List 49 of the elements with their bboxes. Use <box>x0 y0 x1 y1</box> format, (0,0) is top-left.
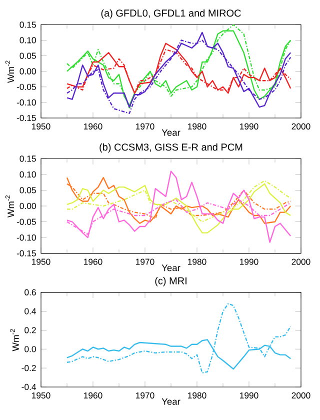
x-tick-label: 1980 <box>188 123 206 130</box>
x-tick-label: 1980 <box>188 258 206 265</box>
x-tick-label: 1990 <box>240 258 258 265</box>
y-tick-label: -0.4 <box>22 384 36 390</box>
y-tick-label: 0.05 <box>20 187 36 194</box>
x-axis-title: Year <box>162 129 180 136</box>
x-tick-label: 1950 <box>32 392 50 399</box>
y-tick-label: 0.15 <box>20 156 36 162</box>
y-tick-label: 0.00 <box>20 202 36 210</box>
line-series <box>66 303 292 374</box>
chart-title: (c) MRI <box>155 276 186 286</box>
y-tick-label: -0.15 <box>16 250 36 256</box>
y-tick-label: -0.2 <box>22 365 36 372</box>
x-tick-label: 1990 <box>240 392 258 399</box>
x-tick-label: 2000 <box>292 392 310 399</box>
y-tick-label: 0.10 <box>20 37 36 44</box>
x-axis-title: Year <box>162 264 180 272</box>
x-tick-label: 1970 <box>136 258 154 265</box>
y-tick-label: -0.05 <box>16 84 36 90</box>
y-tick-label: 0.00 <box>20 68 36 74</box>
x-tick-label: 1990 <box>240 123 258 130</box>
chart-title: (b) CCSM3, GISS E-R and PCM <box>100 143 242 153</box>
x-axis-title: Year <box>162 398 180 405</box>
x-tick-label: 2000 <box>292 258 310 265</box>
x-tick-label: 1970 <box>136 392 154 399</box>
y-tick-label: 0.05 <box>20 52 36 59</box>
line-series <box>66 183 292 234</box>
x-tick-label: 1960 <box>84 392 102 399</box>
y-tick-label: -0.05 <box>16 218 36 225</box>
y-tick-label: 0.0 <box>24 346 36 352</box>
x-tick-label: 1960 <box>84 258 102 265</box>
x-tick-label: 1950 <box>32 258 50 265</box>
y-tick-label: 0.10 <box>20 171 36 178</box>
x-tick-label: 2000 <box>292 123 310 130</box>
x-tick-label: 1970 <box>136 123 154 130</box>
y-tick-label: -0.10 <box>16 99 36 106</box>
y-tick-label: -0.10 <box>16 234 36 241</box>
chart-title: (a) GFDL0, GFDL1 and MIROC <box>101 9 241 19</box>
x-tick-label: 1960 <box>84 123 102 130</box>
y-tick-label: 0.15 <box>20 22 36 28</box>
y-axis-title: Wm$^{-2}$ <box>10 329 19 352</box>
y-tick-label: -0.15 <box>16 114 36 122</box>
y-axis-title: Wm$^{-2}$ <box>5 60 14 83</box>
y-tick-label: 0.6 <box>24 289 36 296</box>
x-tick-label: 1980 <box>188 392 206 399</box>
y-tick-label: 0.4 <box>24 308 36 314</box>
y-tick-label: 0.2 <box>24 327 36 334</box>
y-axis-title: Wm$^{-2}$ <box>5 195 14 218</box>
x-tick-label: 1950 <box>32 123 50 130</box>
